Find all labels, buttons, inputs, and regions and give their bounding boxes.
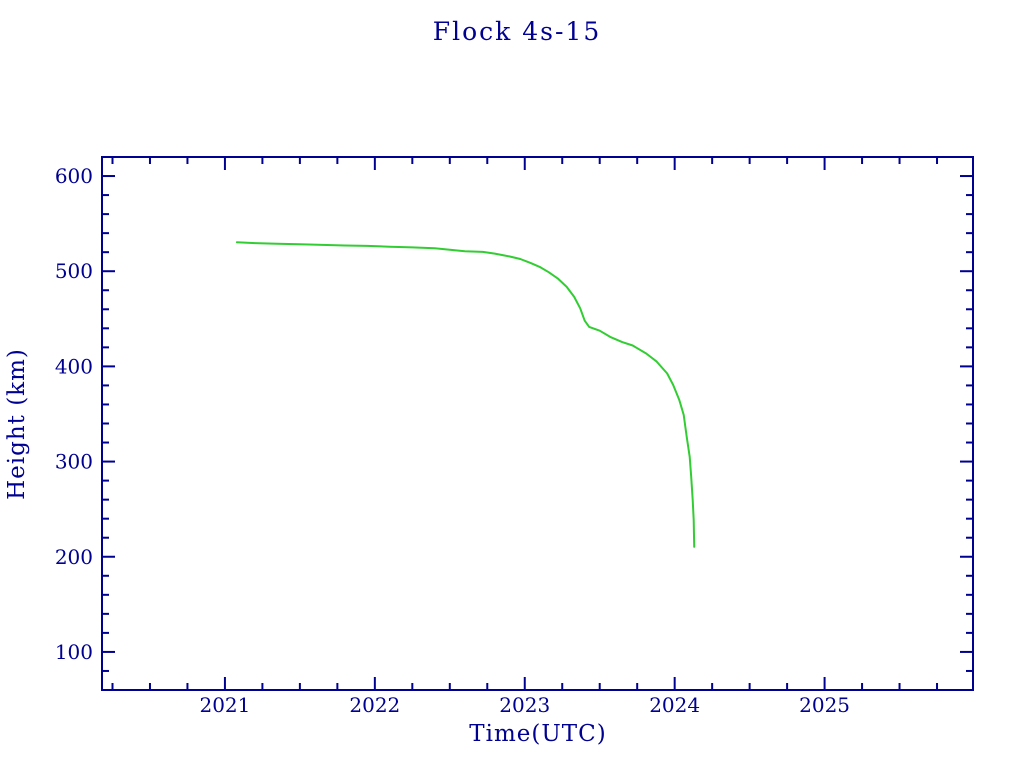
- plot-area: 2021 2022 2023 2024 2025 100 200 300 400 500 600: [55, 156, 974, 717]
- y-tick-label: 200: [55, 545, 93, 569]
- plot-box: [101, 156, 974, 691]
- x-tick-label: 2025: [799, 693, 850, 717]
- x-tick-label: 2022: [349, 693, 400, 717]
- x-tick-label: 2021: [199, 693, 250, 717]
- x-axis-label: Time(UTC): [469, 721, 606, 747]
- chart-title: Flock 4s-15: [433, 17, 601, 46]
- y-axis-label: Height (km): [4, 348, 30, 500]
- y-tick-label: 400: [55, 354, 93, 378]
- y-tick-label: 500: [55, 259, 93, 283]
- height-curve: [235, 241, 696, 548]
- y-tick-label: 300: [55, 450, 93, 474]
- x-tick-label: 2023: [499, 693, 550, 717]
- x-tick-label: 2024: [649, 693, 700, 717]
- y-tick-label: 100: [55, 640, 93, 664]
- y-tick-label: 600: [55, 164, 93, 188]
